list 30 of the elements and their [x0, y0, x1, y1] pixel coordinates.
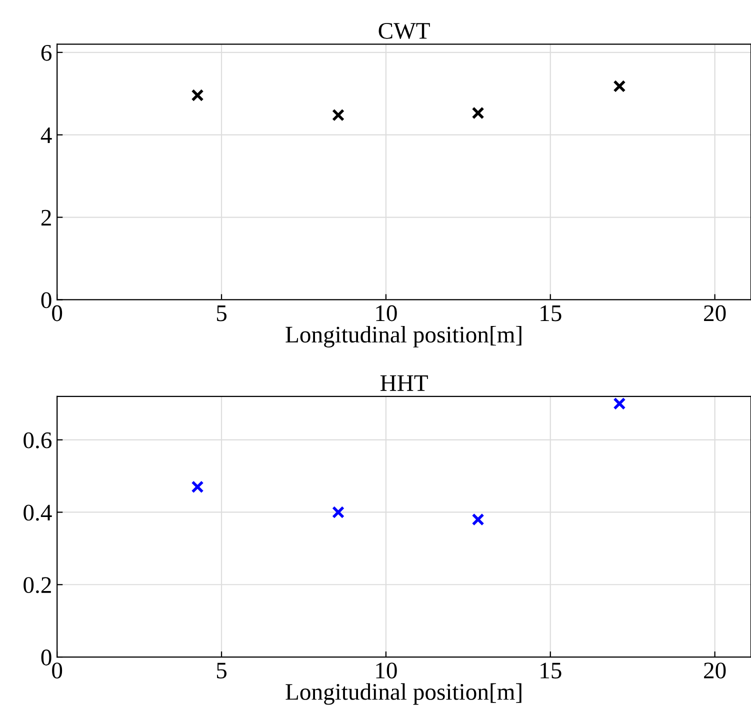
y-tick-label: 0.6	[24, 432, 52, 448]
x-tick-label: 10	[376, 305, 397, 322]
x-tick-label: 10	[376, 662, 397, 679]
chart-title: CWT	[378, 22, 430, 39]
x-tick-label: 5	[216, 306, 226, 322]
x-tick-label: 0	[52, 662, 62, 679]
point	[613, 397, 626, 410]
x-axis-title: Longitudinal position[m]	[286, 326, 522, 348]
x-tick-label: 15	[540, 662, 562, 679]
x-tick-label: 20	[704, 662, 726, 679]
point	[472, 106, 484, 120]
y-tick-label: 0	[41, 650, 52, 666]
x-tick-label: 5	[216, 662, 226, 679]
y-tick-label: 0.4	[24, 504, 52, 521]
y-tick-label: 2	[41, 210, 51, 226]
x-tick-label: 20	[704, 305, 726, 322]
point	[191, 89, 204, 102]
point	[191, 480, 204, 494]
point	[613, 80, 626, 92]
point	[332, 506, 345, 518]
chart-title: HHT	[380, 375, 428, 391]
x-tick-label: 15	[540, 305, 562, 322]
y-tick-label: 0.2	[24, 577, 51, 594]
point	[332, 108, 345, 122]
y-tick-label: 4	[40, 128, 52, 144]
x-axis-title: Longitudinal position[m]	[286, 683, 522, 705]
point	[472, 513, 484, 526]
x-tick-label: 0	[52, 305, 62, 322]
y-tick-label: 0	[41, 292, 52, 308]
y-tick-label: 6	[41, 44, 52, 61]
